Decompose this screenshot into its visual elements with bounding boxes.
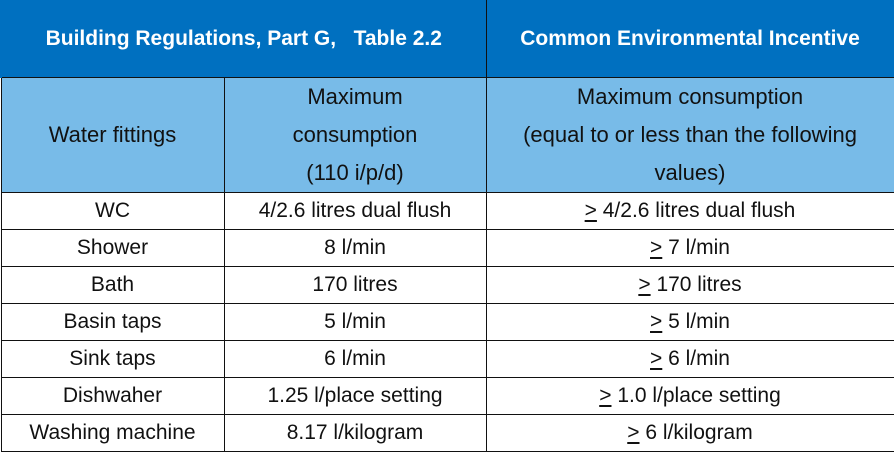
cell-fitting: Bath: [0, 266, 225, 304]
table-row: Washing machine 8.17 l/kilogram > 6 l/ki…: [0, 414, 894, 452]
comparator-symbol: >: [627, 421, 640, 444]
header-incentive-consumption: Maximum consumption (equal to or less th…: [485, 77, 894, 193]
comparator-symbol: >: [638, 273, 651, 296]
comparator-symbol: >: [650, 310, 663, 333]
cell-part-g: 1.25 l/place setting: [223, 377, 487, 415]
incentive-value: 4/2.6 litres dual flush: [602, 199, 796, 222]
cell-part-g: 5 l/min: [223, 303, 487, 341]
cell-part-g: 170 litres: [223, 266, 487, 304]
cell-incentive: > 1.0 l/place setting: [485, 377, 894, 415]
table-row: WC 4/2.6 litres dual flush > 4/2.6 litre…: [0, 192, 894, 230]
cell-incentive: > 7 l/min: [485, 229, 894, 267]
cell-incentive: > 170 litres: [485, 266, 894, 304]
incentive-value: 5 l/min: [668, 310, 730, 333]
incentive-value: 7 l/min: [668, 236, 730, 259]
cell-fitting: Shower: [0, 229, 225, 267]
table-row: Dishwaher 1.25 l/place setting > 1.0 l/p…: [0, 377, 894, 415]
title-building-regulations: Building Regulations, Part G, Table 2.2: [0, 0, 487, 78]
header-inc-line1: Maximum consumption: [576, 84, 804, 109]
table-row: Bath 170 litres > 170 litres: [0, 266, 894, 304]
header-row: Water fittings Maximum consumption (110 …: [0, 77, 894, 193]
incentive-value: 1.0 l/place setting: [617, 384, 781, 407]
incentive-value: 6 l/min: [668, 347, 730, 370]
header-max-line3: (110 i/p/d): [306, 160, 404, 185]
comparator-symbol: >: [599, 384, 612, 407]
table-row: Shower 8 l/min > 7 l/min: [0, 229, 894, 267]
header-inc-line2: (equal to or less than the following: [523, 122, 857, 147]
title-environmental-incentive: Common Environmental Incentive: [485, 0, 894, 78]
header-max-line1: Maximum: [307, 84, 403, 109]
comparator-symbol: >: [650, 236, 663, 259]
cell-fitting: Basin taps: [0, 303, 225, 341]
comparator-symbol: >: [584, 199, 597, 222]
cell-fitting: WC: [0, 192, 225, 230]
cell-fitting: Washing machine: [0, 414, 225, 452]
title-row: Building Regulations, Part G, Table 2.2 …: [0, 0, 894, 78]
cell-part-g: 8 l/min: [223, 229, 487, 267]
table-row: Basin taps 5 l/min > 5 l/min: [0, 303, 894, 341]
cell-incentive: > 5 l/min: [485, 303, 894, 341]
cell-incentive: > 4/2.6 litres dual flush: [485, 192, 894, 230]
header-max-line2: consumption: [292, 122, 418, 147]
incentive-value: 6 l/kilogram: [645, 421, 753, 444]
cell-incentive: > 6 l/kilogram: [485, 414, 894, 452]
cell-part-g: 6 l/min: [223, 340, 487, 378]
cell-fitting: Dishwaher: [0, 377, 225, 415]
header-inc-line3: values): [654, 160, 726, 185]
cell-part-g: 4/2.6 litres dual flush: [223, 192, 487, 230]
header-water-fittings: Water fittings: [0, 77, 225, 193]
table-row: Sink taps 6 l/min > 6 l/min: [0, 340, 894, 378]
cell-part-g: 8.17 l/kilogram: [223, 414, 487, 452]
cell-fitting: Sink taps: [0, 340, 225, 378]
header-max-consumption: Maximum consumption (110 i/p/d): [223, 77, 487, 193]
cell-incentive: > 6 l/min: [485, 340, 894, 378]
incentive-value: 170 litres: [656, 273, 742, 296]
comparator-symbol: >: [650, 347, 663, 370]
